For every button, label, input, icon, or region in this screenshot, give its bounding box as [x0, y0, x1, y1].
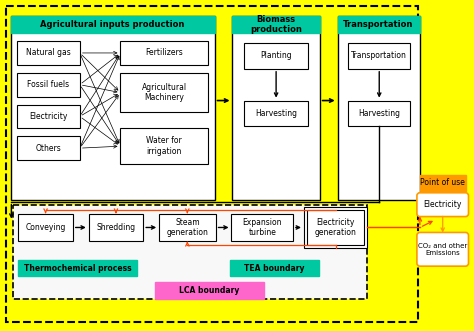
Text: Transportation: Transportation [351, 51, 407, 61]
FancyBboxPatch shape [17, 136, 80, 160]
Text: Thermochemical process: Thermochemical process [24, 263, 132, 273]
FancyBboxPatch shape [120, 128, 208, 164]
FancyBboxPatch shape [13, 205, 367, 299]
FancyBboxPatch shape [348, 43, 410, 69]
Text: Natural gas: Natural gas [26, 48, 71, 58]
Text: Fossil fuels: Fossil fuels [27, 80, 70, 89]
Text: Biomass
production: Biomass production [250, 15, 302, 34]
FancyBboxPatch shape [337, 16, 420, 33]
FancyBboxPatch shape [232, 16, 320, 200]
FancyBboxPatch shape [420, 175, 466, 191]
Text: Harvesting: Harvesting [358, 109, 400, 118]
Text: TEA boundary: TEA boundary [244, 263, 304, 273]
FancyBboxPatch shape [11, 16, 215, 200]
FancyBboxPatch shape [17, 41, 80, 65]
FancyBboxPatch shape [307, 210, 365, 245]
Text: Planting: Planting [260, 51, 292, 61]
FancyBboxPatch shape [17, 73, 80, 97]
Text: Electricity: Electricity [29, 112, 68, 121]
Text: Fertilizers: Fertilizers [145, 48, 183, 58]
FancyBboxPatch shape [17, 105, 80, 128]
FancyBboxPatch shape [120, 41, 208, 65]
FancyBboxPatch shape [18, 260, 137, 276]
FancyBboxPatch shape [11, 16, 215, 33]
FancyBboxPatch shape [348, 101, 410, 126]
Text: Conveying: Conveying [26, 223, 66, 232]
FancyBboxPatch shape [120, 73, 208, 113]
FancyBboxPatch shape [337, 16, 420, 200]
FancyBboxPatch shape [155, 282, 264, 299]
FancyBboxPatch shape [229, 260, 319, 276]
Text: Electricity
generation: Electricity generation [315, 218, 356, 237]
FancyBboxPatch shape [232, 16, 320, 33]
Text: Steam
generation: Steam generation [166, 218, 208, 237]
FancyBboxPatch shape [89, 213, 143, 241]
FancyBboxPatch shape [159, 213, 216, 241]
Text: Transportation: Transportation [343, 20, 413, 29]
Text: Harvesting: Harvesting [255, 109, 297, 118]
Text: Agricultural inputs production: Agricultural inputs production [40, 20, 185, 29]
Text: Water for
irrigation: Water for irrigation [146, 136, 182, 156]
FancyBboxPatch shape [18, 213, 73, 241]
FancyBboxPatch shape [417, 232, 468, 266]
Text: Others: Others [36, 144, 62, 153]
FancyBboxPatch shape [231, 213, 293, 241]
FancyBboxPatch shape [6, 6, 418, 322]
FancyBboxPatch shape [304, 207, 367, 248]
FancyBboxPatch shape [245, 43, 308, 69]
FancyBboxPatch shape [417, 193, 468, 216]
FancyBboxPatch shape [245, 101, 308, 126]
Text: CO₂ and other
Emissions: CO₂ and other Emissions [418, 243, 467, 256]
Text: LCA boundary: LCA boundary [180, 286, 240, 295]
Text: Expansion
turbine: Expansion turbine [243, 218, 282, 237]
Text: Shredding: Shredding [96, 223, 136, 232]
Text: Electricity: Electricity [423, 200, 462, 209]
Text: Agricultural
Machinery: Agricultural Machinery [142, 83, 187, 102]
Text: Point of use: Point of use [420, 178, 465, 187]
